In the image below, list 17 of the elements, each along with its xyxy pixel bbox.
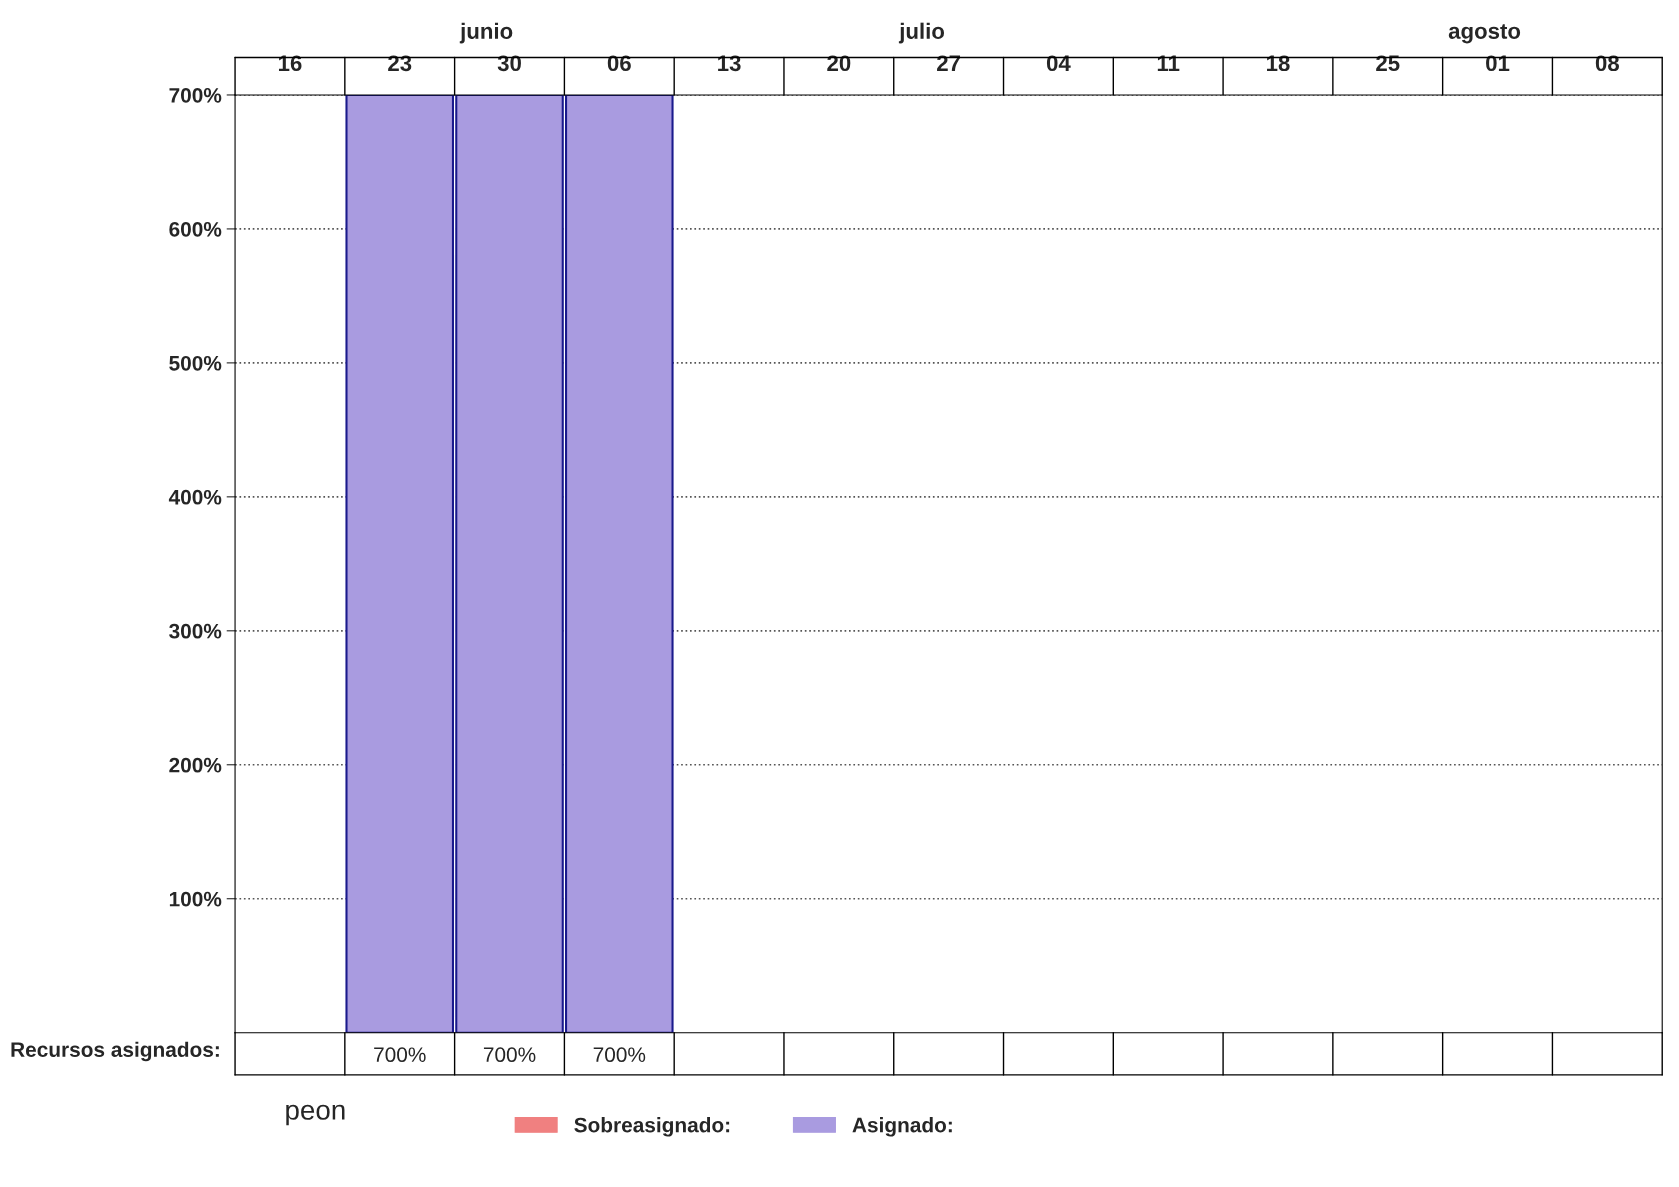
y-tick-label: 400% [168, 489, 222, 505]
y-tick-label: 600% [169, 221, 222, 237]
y-tick-label: 300% [169, 623, 222, 639]
text: julio [898, 22, 945, 44]
legend-label: Sobreasignado: [574, 1117, 730, 1137]
text: peon [286, 1104, 345, 1126]
text: agosto [1448, 24, 1521, 44]
y-tick-label: 100% [169, 891, 222, 907]
data-label: 700% [374, 1047, 426, 1063]
data-label: 700% [483, 1047, 536, 1063]
y-tick-label: 700% [169, 87, 222, 103]
text: Recursos asignados: [11, 1041, 219, 1062]
data-label: 700% [593, 1047, 646, 1063]
legend-label: Asignado: [852, 1117, 952, 1137]
y-tick-label: 200% [169, 757, 222, 773]
text: junio [459, 22, 513, 44]
y-tick-label: 500% [169, 355, 222, 371]
